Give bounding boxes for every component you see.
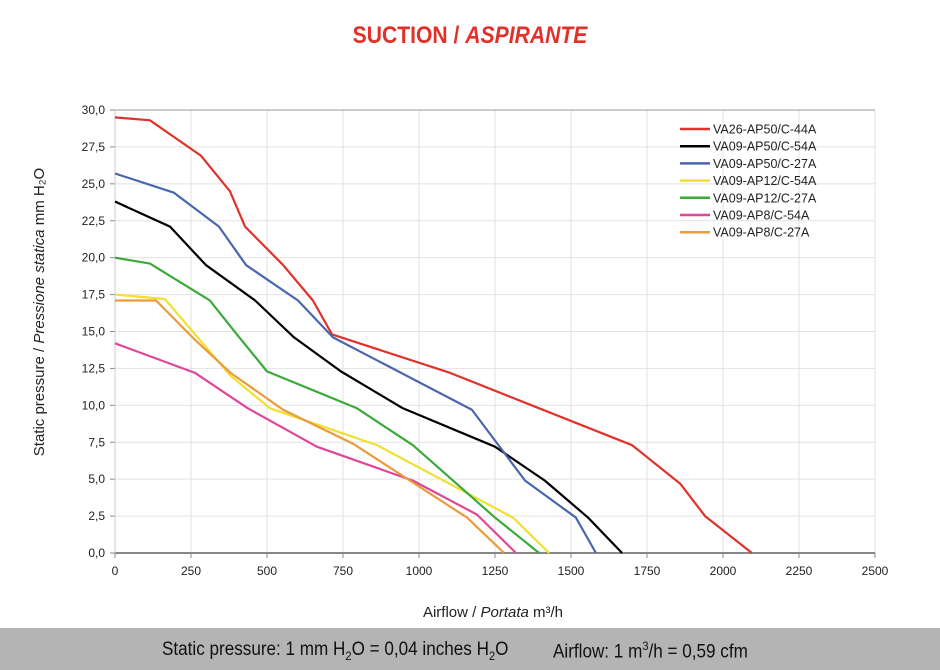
- legend-label: VA09-AP50/C-54A: [713, 140, 817, 154]
- pressure-conversion: Static pressure: 1 mm H2O = 0,04 inches …: [162, 639, 509, 663]
- legend-label: VA26-AP50/C-44A: [713, 123, 817, 137]
- series-line-VA26-AP50/C-44A: [114, 116, 753, 554]
- y-tick-label: 30,0: [82, 103, 106, 117]
- x-tick-label: 750: [333, 564, 353, 578]
- y-tick-label: 27,5: [82, 140, 106, 154]
- series-line-VA09-AP8/C-27A: [115, 299, 505, 554]
- y-axis-label: Static pressure / Pressione statica mm H…: [31, 168, 48, 456]
- y-label-part: Pressione statica: [31, 229, 48, 343]
- legend-label: VA09-AP12/C-54A: [713, 174, 817, 188]
- x-tick-label: 250: [181, 564, 201, 578]
- legend: VA26-AP50/C-44A VA09-AP50/C-54A VA09-AP50/…: [680, 123, 817, 240]
- y-tick-label: 2,5: [88, 509, 105, 523]
- x-tick-label: 1500: [558, 564, 585, 578]
- x-tick-label: 2000: [710, 564, 737, 578]
- title-main: SUCTION /: [352, 22, 460, 49]
- y-tick-label: 20,0: [82, 251, 106, 265]
- title-italic: ASPIRANTE: [465, 22, 588, 49]
- airflow-conversion: Airflow: 1 m3/h = 0,59 cfm: [553, 639, 748, 663]
- x-label-part: Airflow /: [423, 604, 481, 621]
- x-tick-label: 1750: [634, 564, 661, 578]
- chart: 0 250 500 750 1000 1250 1500 1750 2000 2250 2500 0,…: [31, 103, 889, 621]
- series-line-VA09-AP12/C-27A: [114, 256, 540, 554]
- y-label-part: mm H₂O: [31, 168, 48, 230]
- y-tick-label: 15,0: [82, 325, 106, 339]
- x-axis-label: Airflow / Portata m³/h: [423, 604, 563, 621]
- y-tick-label: 10,0: [82, 398, 106, 412]
- x-tick-label: 1250: [482, 564, 509, 578]
- x-tick-label: 2250: [786, 564, 813, 578]
- y-tick-label: 7,5: [88, 435, 105, 449]
- x-tick-label: 500: [257, 564, 277, 578]
- x-tick-label: 1000: [406, 564, 433, 578]
- x-label-part: Portata: [480, 604, 528, 621]
- axes: 0 250 500 750 1000 1250 1500 1750 2000 2250 2500 0,…: [82, 103, 889, 578]
- y-tick-label: 0,0: [88, 546, 105, 560]
- legend-label: VA09-AP8/C-54A: [713, 209, 810, 223]
- y-tick-label: 25,0: [82, 177, 106, 191]
- legend-label: VA09-AP50/C-27A: [713, 157, 817, 171]
- y-tick-label: 17,5: [82, 288, 106, 302]
- y-tick-label: 12,5: [82, 361, 106, 375]
- x-tick-label: 0: [112, 564, 119, 578]
- y-label-part: Static pressure /: [31, 344, 48, 457]
- footer-note: Static pressure: 1 mm H2O = 0,04 inches …: [0, 628, 940, 670]
- series-line-VA09-AP50/C-27A: [114, 172, 597, 554]
- chart-title: SUCTION / ASPIRANTE: [56, 22, 883, 50]
- y-tick-label: 22,5: [82, 214, 106, 228]
- series-line-VA09-AP12/C-54A: [114, 293, 550, 554]
- y-tick-label: 5,0: [88, 472, 105, 486]
- x-label-part: m³/h: [529, 604, 563, 621]
- legend-label: VA09-AP8/C-27A: [713, 226, 810, 240]
- series-lines: [114, 116, 753, 554]
- legend-label: VA09-AP12/C-27A: [713, 191, 817, 205]
- series-line-VA09-AP8/C-54A: [114, 342, 517, 554]
- series-line-VA09-AP50/C-54A: [114, 200, 623, 554]
- x-tick-label: 2500: [862, 564, 889, 578]
